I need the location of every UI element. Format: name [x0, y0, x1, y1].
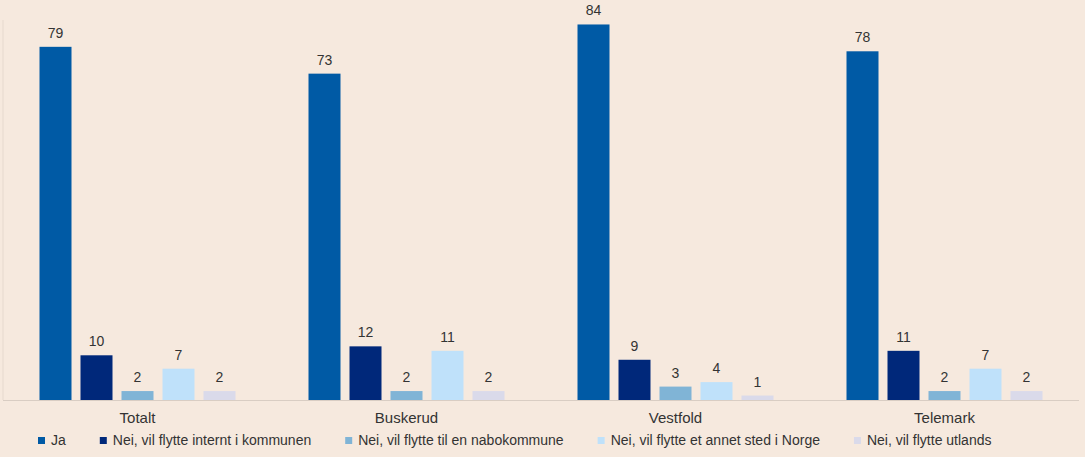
bar: [81, 355, 113, 400]
legend-swatch: [38, 437, 45, 444]
bar: [163, 369, 195, 400]
x-tick-label: Vestfold: [649, 409, 702, 426]
bar: [742, 396, 774, 400]
background: [0, 0, 1085, 457]
data-label: 11: [440, 329, 455, 345]
data-label: 79: [48, 25, 64, 41]
data-label: 2: [485, 369, 493, 385]
bar: [391, 391, 423, 400]
legend-label: Nei, vil flytte internt i kommunen: [113, 432, 311, 448]
bar: [204, 391, 236, 400]
data-label: 84: [586, 2, 602, 18]
chart-svg: 7973847810129112232711472212TotaltBusker…: [0, 0, 1085, 457]
chart-container: 7973847810129112232711472212TotaltBusker…: [0, 0, 1085, 457]
bar: [619, 360, 651, 400]
data-labels: 7973847810129112232711472212: [48, 2, 1031, 389]
legend-label: Nei, vil flytte utlands: [867, 432, 992, 448]
bar: [473, 391, 505, 400]
bar: [122, 391, 154, 400]
bar: [40, 47, 72, 400]
data-label: 2: [216, 369, 224, 385]
data-label: 11: [896, 329, 911, 345]
data-label: 73: [317, 52, 333, 68]
data-label: 2: [941, 369, 949, 385]
bar: [309, 74, 341, 400]
data-label: 10: [89, 333, 105, 349]
bar: [578, 24, 610, 400]
legend-swatch: [100, 437, 107, 444]
data-label: 1: [754, 374, 762, 390]
data-label: 7: [982, 347, 990, 363]
data-label: 7: [175, 347, 183, 363]
bar: [350, 346, 382, 400]
data-label: 3: [672, 365, 680, 381]
data-label: 78: [855, 29, 871, 45]
bar: [701, 382, 733, 400]
bar: [1011, 391, 1043, 400]
data-label: 4: [713, 360, 721, 376]
bar: [432, 351, 464, 400]
x-tick-label: Buskerud: [375, 409, 438, 426]
bar: [888, 351, 920, 400]
bars: [40, 24, 1043, 400]
data-label: 9: [631, 338, 639, 354]
x-axis-line: [3, 400, 1079, 401]
data-label: 2: [403, 369, 411, 385]
legend-swatch: [854, 437, 861, 444]
legend-label: Ja: [51, 432, 66, 448]
y-axis-line: [3, 20, 4, 400]
bar: [929, 391, 961, 400]
data-label: 2: [134, 369, 142, 385]
legend-swatch: [345, 437, 352, 444]
legend-label: Nei, vil flytte til en nabokommune: [358, 432, 564, 448]
data-label: 12: [358, 324, 374, 340]
bar: [847, 51, 879, 400]
x-tick-label: Telemark: [914, 409, 975, 426]
legend-swatch: [598, 437, 605, 444]
bar: [660, 387, 692, 400]
legend: Ja Nei, vil flytte internt i kommunen Nei,…: [38, 432, 991, 448]
data-label: 2: [1023, 369, 1031, 385]
bar: [970, 369, 1002, 400]
x-tick-label: Totalt: [120, 409, 157, 426]
legend-label: Nei, vil flytte et annet sted i Norge: [611, 432, 821, 448]
